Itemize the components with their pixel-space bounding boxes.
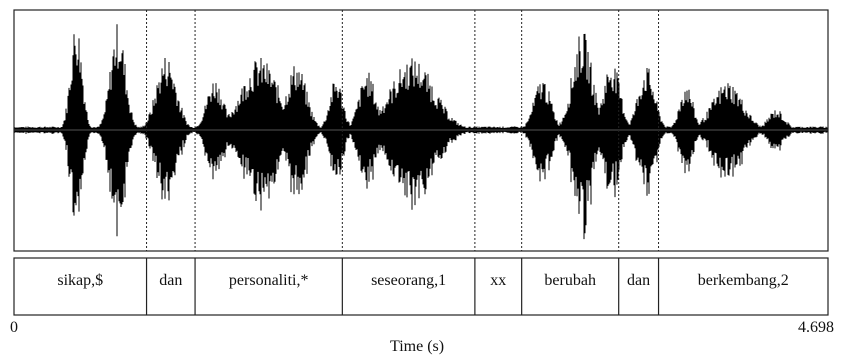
waveform-frame xyxy=(13,9,829,252)
time-axis-title: Time (s) xyxy=(390,338,445,355)
interval-label: berkembang,2 xyxy=(697,272,789,289)
interval-label: dan xyxy=(159,272,183,289)
interval-label: xx xyxy=(490,272,507,289)
interval-label: personaliti,* xyxy=(228,272,309,289)
waveform xyxy=(14,24,828,240)
tier-frame xyxy=(13,257,829,316)
interval-boundaries xyxy=(145,10,660,315)
interval-label: dan xyxy=(627,272,651,289)
time-axis-end: 4.698 xyxy=(798,319,834,336)
interval-label: sikap,$ xyxy=(57,272,104,289)
time-axis-start: 0 xyxy=(10,319,18,336)
interval-label: berubah xyxy=(544,272,596,289)
waveform-trace xyxy=(14,24,828,240)
interval-label: seseorang,1 xyxy=(371,272,447,289)
